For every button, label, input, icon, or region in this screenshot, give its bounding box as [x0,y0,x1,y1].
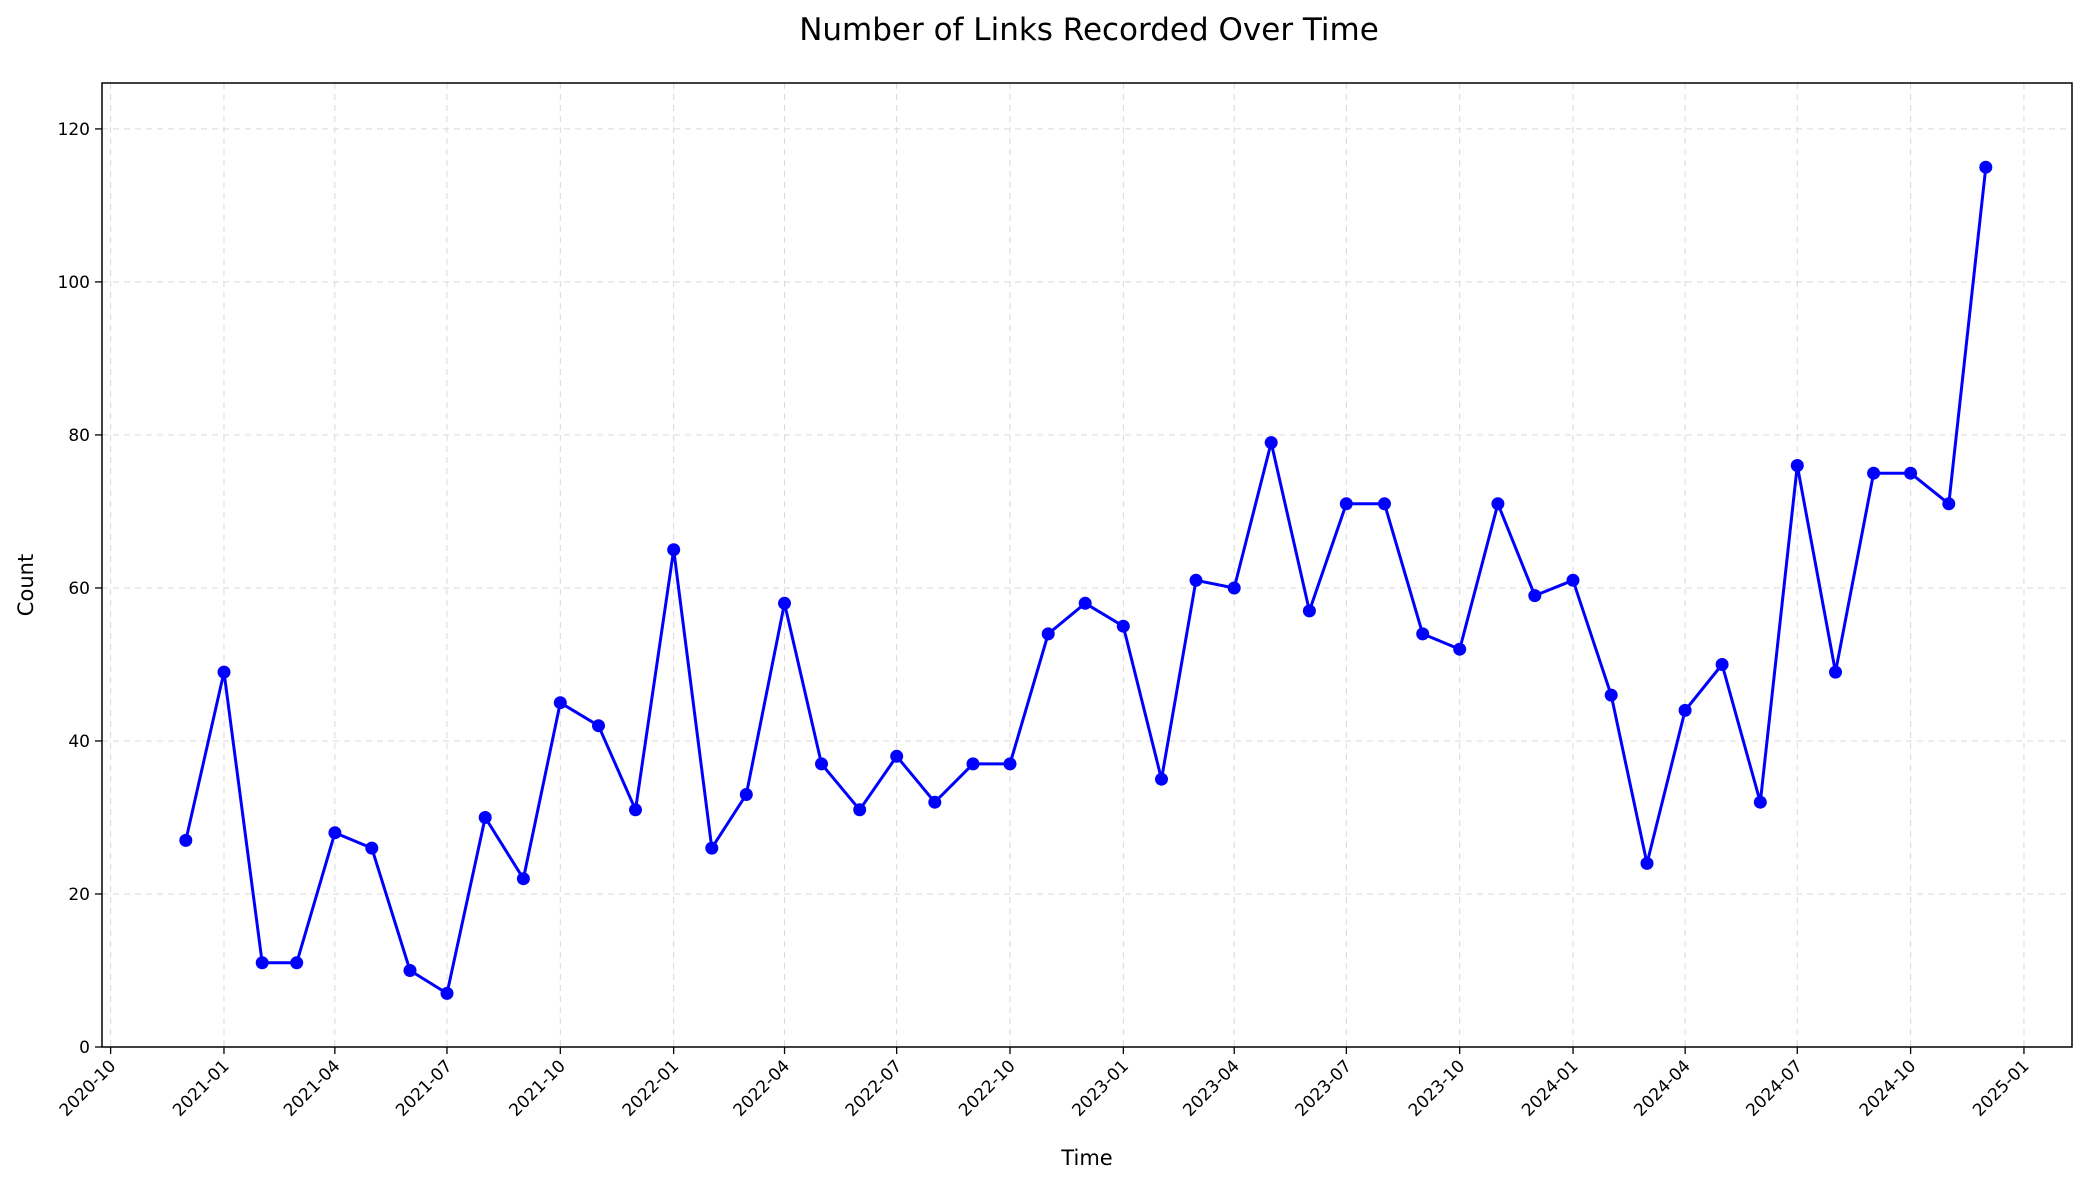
data-point [629,803,642,817]
x-tick-label: 2023-01 [1069,1056,1133,1120]
data-point [1678,703,1692,717]
x-tick-label: 2022-04 [730,1056,794,1120]
data-point [1155,772,1168,786]
data-point [966,757,980,771]
y-tick-label: 0 [79,1038,90,1058]
data-point [1904,466,1918,480]
x-axis: 2020-10 2021-01 2021-04 2021-07 2021-10 2022-… [56,1047,2033,1121]
series-layer [179,160,1993,1000]
x-tick-label: 2021-10 [505,1056,569,1120]
x-tick-label: 2021-07 [392,1056,456,1120]
data-point [1302,604,1316,618]
data-point [1566,573,1580,587]
data-point [815,757,828,771]
data-point [1867,466,1881,480]
data-point [516,872,530,886]
data-point [592,719,605,733]
data-point [1942,497,1956,511]
grid-lines [102,83,2072,1048]
data-point [478,811,492,824]
data-point [1227,581,1241,595]
data-point [365,841,379,855]
data-point [739,788,753,801]
y-tick-label: 120 [58,120,90,140]
x-tick-label: 2025-01 [1969,1056,2033,1120]
x-tick-label: 2024-04 [1630,1056,1694,1120]
data-point [890,749,904,763]
y-tick-label: 100 [58,273,90,293]
data-point [553,696,567,710]
data-point [1416,627,1430,641]
data-point [255,956,269,970]
x-tick-label: 2023-10 [1405,1056,1469,1120]
data-point [403,964,417,977]
data-point [179,833,193,847]
x-tick-label: 2024-10 [1856,1056,1920,1120]
data-point [778,596,791,610]
data-point [1753,795,1767,809]
data-point [1078,596,1092,610]
data-point [440,986,454,1000]
y-tick-label: 20 [68,885,90,905]
data-point [1189,573,1203,587]
data-point [705,841,719,855]
y-tick-label: 40 [68,732,90,752]
data-point [1528,589,1542,603]
x-tick-label: 2024-01 [1518,1056,1582,1120]
y-axis-title: Count [14,554,38,616]
x-tick-label: 2023-07 [1292,1056,1356,1120]
data-point [1640,856,1654,870]
x-tick-label: 2021-01 [169,1056,233,1120]
x-tick-label: 2020-10 [56,1056,120,1120]
data-point [1979,160,1993,174]
data-point [1264,436,1278,450]
x-tick-label: 2022-10 [955,1056,1019,1120]
series-line [184,167,1988,995]
data-point [1715,658,1729,671]
data-point [1491,497,1505,511]
data-point [1339,497,1353,511]
data-point [1604,688,1618,702]
data-point [328,826,342,840]
data-point [1790,459,1804,472]
x-tick-label: 2023-04 [1179,1056,1243,1120]
y-tick-label: 60 [68,579,90,599]
y-tick-label: 80 [68,426,90,446]
x-tick-label: 2021-04 [280,1056,344,1120]
data-point [853,803,867,817]
data-point [1041,627,1055,641]
x-axis-title: Time [1060,1146,1112,1170]
data-point [667,543,681,557]
x-tick-label: 2022-01 [619,1056,683,1120]
data-point [1829,665,1842,679]
chart-title: Number of Links Recorded Over Time [799,12,1379,48]
data-point [217,665,231,679]
y-axis: 0 20 40 60 80 100 120 [58,120,102,1058]
x-tick-label: 2022-07 [842,1056,906,1120]
data-point [928,795,942,809]
data-point [1003,757,1017,771]
data-point [1378,497,1391,511]
data-point [1453,642,1467,656]
x-tick-label: 2024-07 [1742,1056,1806,1120]
data-point [290,956,304,970]
data-point [1116,619,1130,633]
plot-frame [101,82,2073,1048]
